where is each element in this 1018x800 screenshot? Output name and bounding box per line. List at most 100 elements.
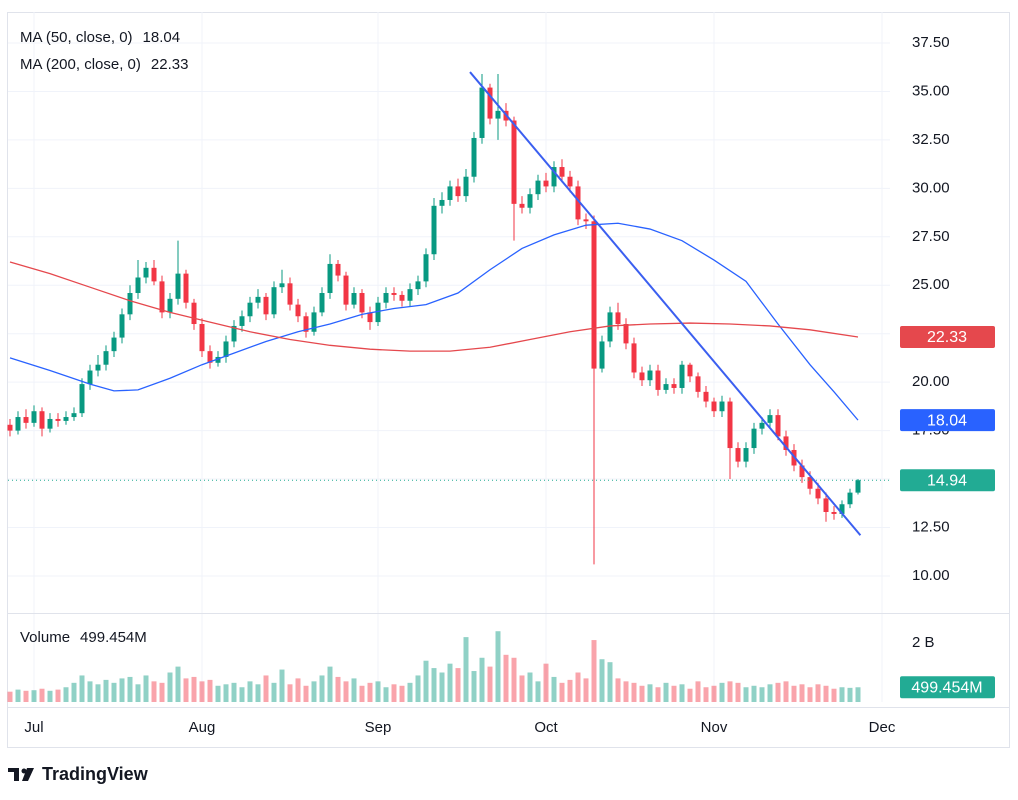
x-tick-label: Aug	[189, 719, 216, 736]
volume-value: 499.454M	[80, 629, 147, 646]
volume-bar	[623, 681, 629, 702]
candle-body	[247, 302, 253, 317]
candle-body	[583, 219, 589, 222]
volume-bar	[135, 684, 141, 702]
volume-bar	[223, 684, 229, 702]
volume-bar	[23, 690, 29, 702]
candle-body	[279, 283, 285, 288]
axis-value-box	[900, 676, 995, 699]
candle-body	[95, 364, 101, 371]
volume-bar	[311, 681, 317, 702]
candle-body	[727, 401, 733, 449]
candle-body	[679, 364, 685, 388]
candle-body	[647, 370, 653, 381]
y-tick-label: 27.50	[912, 228, 950, 245]
volume-bar	[143, 675, 149, 702]
y-tick-label: 25.00	[912, 276, 950, 293]
candle-body	[231, 325, 237, 342]
volume-bar	[839, 687, 845, 702]
candle-body	[415, 281, 421, 290]
volume-bar	[719, 682, 725, 702]
volume-bar	[71, 682, 77, 702]
volume-bar	[7, 691, 13, 702]
volume-bar	[239, 687, 245, 702]
candle-body	[511, 120, 517, 204]
legend-value: 18.04	[143, 29, 181, 46]
candle-body	[487, 87, 493, 119]
candle-body	[543, 180, 549, 187]
candle-body	[471, 137, 477, 177]
candle-body	[103, 351, 109, 365]
volume-bar	[247, 681, 253, 702]
ma-line	[9, 261, 859, 352]
volume-bar	[63, 687, 69, 702]
candle-body	[319, 293, 325, 313]
candle-body	[47, 418, 53, 429]
volume-bar	[671, 685, 677, 702]
volume-bar	[823, 685, 829, 702]
volume-bar	[279, 669, 285, 702]
candle-body	[391, 293, 397, 295]
candle-body	[743, 448, 749, 462]
candle-body	[207, 351, 213, 363]
axis-value-label: 14.94	[927, 472, 967, 489]
legend-label: MA (200, close, 0)	[20, 56, 141, 73]
volume-bar	[695, 681, 701, 702]
axis-value-box	[900, 409, 995, 432]
volume-bar	[495, 631, 501, 702]
volume-bar	[319, 675, 325, 702]
x-tick-label: Dec	[869, 719, 896, 736]
volume-bar	[375, 681, 381, 702]
volume-bar	[295, 678, 301, 702]
volume-bar	[231, 682, 237, 702]
candle-body	[535, 180, 541, 195]
volume-bar	[743, 687, 749, 702]
candle-body	[519, 203, 525, 208]
candle-body	[591, 221, 597, 369]
y-tick-label: 37.50	[912, 34, 950, 51]
candle-body	[335, 263, 341, 276]
candle-body	[23, 417, 29, 423]
candle-body	[287, 283, 293, 305]
volume-bar	[799, 684, 805, 702]
volume-bar	[15, 689, 21, 702]
volume-bar	[543, 663, 549, 702]
volume-bar	[271, 682, 277, 702]
candle-body	[71, 413, 77, 418]
logo-part	[14, 768, 19, 781]
candle-body	[87, 370, 93, 385]
volume-bar	[855, 687, 861, 702]
candle-body	[15, 417, 21, 431]
candle-body	[439, 199, 445, 206]
volume-bar	[775, 682, 781, 702]
candle-body	[695, 376, 701, 392]
volume-bar	[751, 685, 757, 702]
volume-bar	[447, 663, 453, 702]
volume-bar	[183, 678, 189, 702]
candle-body	[847, 492, 853, 505]
candle-body	[31, 411, 37, 423]
axis-value-label: 18.04	[927, 412, 967, 429]
volume-bar	[367, 682, 373, 702]
volume-bar	[431, 668, 437, 702]
candle-body	[567, 176, 573, 187]
candle-body	[751, 428, 757, 449]
axes: 10.0012.5015.0017.5020.0022.5025.0027.50…	[24, 34, 995, 736]
volume-bar	[215, 685, 221, 702]
volume-bar	[487, 666, 493, 702]
volume-bar	[103, 679, 109, 702]
volume-bar	[175, 666, 181, 702]
axis-value-box	[900, 469, 995, 492]
candle-body	[735, 448, 741, 462]
volume-bar	[303, 685, 309, 702]
volume-bar	[119, 678, 125, 702]
volume-bar	[87, 681, 93, 702]
candle-body	[687, 364, 693, 377]
volume-bar	[335, 676, 341, 702]
x-tick-label: Nov	[701, 719, 728, 736]
brand-name: TradingView	[42, 764, 149, 784]
candle-body	[447, 186, 453, 200]
volume-bar	[471, 671, 477, 702]
candle-body	[775, 415, 781, 437]
candle-body	[255, 296, 261, 303]
